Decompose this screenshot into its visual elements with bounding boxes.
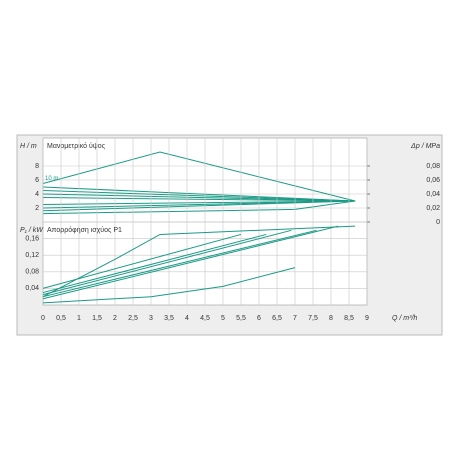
x-tick-label: 2,5 <box>128 315 138 322</box>
x-tick-label: 3,5 <box>164 315 174 322</box>
y-tick-label: 0,08 <box>25 269 39 276</box>
x-tick-label: 5,5 <box>236 315 246 322</box>
x-tick-label: 0,5 <box>56 315 66 322</box>
x-tick-label: 8,5 <box>344 315 354 322</box>
y-tick-label: 6 <box>35 177 39 184</box>
curve <box>42 233 242 289</box>
x-tick-label: 2 <box>113 315 117 322</box>
y2-tick-label: 0,08 <box>426 163 440 170</box>
x-tick-label: 0 <box>41 315 45 322</box>
curve <box>42 225 356 298</box>
y-axis-label: H / m <box>20 143 37 150</box>
y-tick-label: 0,12 <box>25 252 39 259</box>
x-tick-label: 3 <box>149 315 153 322</box>
y2-tick-label: 0,02 <box>426 205 440 212</box>
curve <box>42 229 317 298</box>
curve <box>42 233 267 294</box>
curve <box>42 197 356 202</box>
y2-axis-label: Δp / MPa <box>410 143 440 150</box>
x-tick-label: 7,5 <box>308 315 318 322</box>
y-axis-label: P₁ / kW <box>20 227 44 234</box>
x-tick-label: 1,5 <box>92 315 102 322</box>
y-tick-label: 2 <box>35 205 39 212</box>
y2-tick-label: 0,06 <box>426 177 440 184</box>
curve <box>42 151 356 202</box>
x-tick-label: 8 <box>329 315 333 322</box>
curve <box>42 190 356 202</box>
x-tick-label: 6 <box>257 315 261 322</box>
y-tick-label: 0,04 <box>25 285 39 292</box>
x-tick-label: 4 <box>185 315 189 322</box>
curve <box>42 186 356 202</box>
curve <box>42 267 296 304</box>
x-tick-label: 7 <box>293 315 297 322</box>
curve <box>42 229 292 296</box>
x-tick-label: 1 <box>77 315 81 322</box>
x-tick-label: 4,5 <box>200 315 210 322</box>
x-tick-label: 9 <box>365 315 369 322</box>
y2-tick-label: 0,04 <box>426 191 440 198</box>
curve <box>42 200 356 212</box>
annotation: 10 m <box>45 176 58 182</box>
y-tick-label: 0,16 <box>25 235 39 242</box>
panel-title: Μανομετρικό ύψος <box>47 142 106 150</box>
x-tick-label: 6,5 <box>272 315 282 322</box>
y-tick-label: 4 <box>35 191 39 198</box>
curve <box>42 225 339 300</box>
curve <box>42 200 356 205</box>
y2-tick-label: 0 <box>436 219 440 226</box>
x-tick-label: 5 <box>221 315 225 322</box>
y-tick-label: 8 <box>35 163 39 170</box>
x-axis-label: Q / m³/h <box>392 315 417 322</box>
panel-title: Απορρόφηση ισχύος P1 <box>47 226 122 234</box>
curve <box>42 193 356 202</box>
